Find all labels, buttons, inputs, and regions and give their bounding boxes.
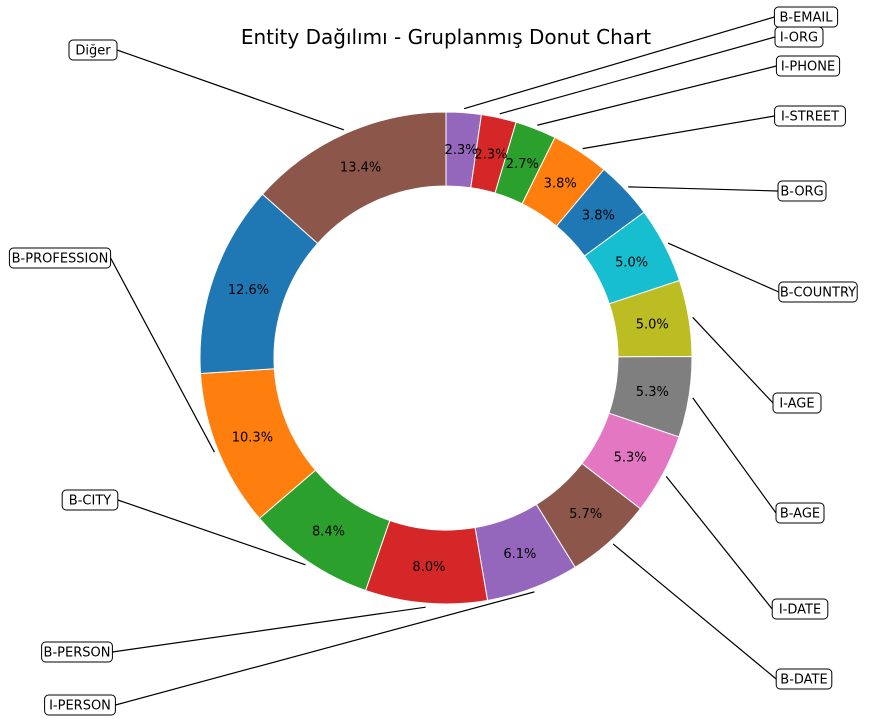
callout-box-4 — [774, 105, 846, 127]
slice-pct-label-10: 5.7% — [569, 507, 602, 522]
callout-8: B-AGE — [775, 502, 825, 524]
leader-line-14 — [110, 257, 215, 453]
callout-label-15: Diğer — [75, 44, 111, 59]
callout-label-3: I-PHONE — [781, 60, 835, 75]
callout-box-7 — [772, 392, 822, 414]
chart-title: Entity Dağılımı - Gruplanmış Donut Chart — [241, 25, 651, 49]
callout-12: B-PERSON — [41, 641, 113, 663]
callout-label-10: B-DATE — [780, 673, 827, 688]
callout-box-13 — [61, 489, 119, 511]
slice-pct-label-5: 3.8% — [582, 208, 615, 223]
callout-box-6 — [778, 281, 858, 303]
callout-box-12 — [41, 641, 113, 663]
leader-line-13 — [117, 499, 306, 566]
slice-callouts: B-EMAIL I-ORG I-PHONE I-STREET B-ORG B-COUNTR… — [8, 6, 858, 716]
callout-label-7: I-AGE — [779, 397, 814, 412]
leader-line-1 — [463, 16, 775, 110]
callout-label-6: B-COUNTRY — [780, 286, 856, 301]
slice-pct-label-2: 2.3% — [474, 147, 507, 162]
leader-line-6 — [667, 242, 780, 293]
leader-line-10 — [612, 543, 777, 680]
callout-box-5 — [777, 180, 827, 202]
callout-13: B-CITY — [61, 489, 119, 511]
callout-6: B-COUNTRY — [778, 281, 858, 303]
leader-line-3 — [537, 65, 777, 126]
slice-pct-label-3: 2.7% — [506, 157, 539, 172]
donut-slices — [199, 111, 693, 605]
slice-pct-label-6: 5.0% — [615, 255, 648, 270]
leader-line-4 — [582, 115, 775, 150]
callout-7: I-AGE — [772, 392, 822, 414]
slice-pct-label-13: 8.4% — [312, 524, 345, 539]
callout-box-3 — [775, 55, 841, 77]
slice-pct-label-14: 10.3% — [232, 430, 273, 445]
leader-line-7 — [692, 316, 774, 404]
callout-4: I-STREET — [774, 105, 846, 127]
callout-label-1: B-EMAIL — [779, 11, 833, 26]
callout-label-14: B-PROFESSION — [12, 252, 109, 267]
callout-box-15 — [68, 39, 118, 61]
slice-pct-label-1: 2.3% — [445, 143, 478, 158]
callout-label-5: B-ORG — [780, 185, 823, 200]
slice-pct-label-12: 8.0% — [412, 560, 445, 575]
slice-pct-label-8: 5.3% — [636, 385, 669, 400]
callout-3: I-PHONE — [775, 55, 841, 77]
callout-15: Diğer — [68, 39, 118, 61]
leader-line-15 — [116, 49, 345, 131]
callout-10: B-DATE — [775, 668, 833, 690]
slice-pct-label-7: 5.0% — [636, 318, 669, 333]
percent-labels: 2.3%2.3%2.7%3.8%3.8%5.0%5.0%5.3%5.3%5.7%… — [228, 143, 669, 575]
callout-box-8 — [775, 502, 825, 524]
callout-label-9: I-DATE — [779, 603, 821, 618]
callout-label-2: I-ORG — [780, 31, 818, 46]
slice-pct-label-15: 12.6% — [228, 283, 269, 298]
callout-box-9 — [771, 598, 829, 620]
callout-9: I-DATE — [771, 598, 829, 620]
callout-box-10 — [775, 668, 833, 690]
slice-16 — [261, 111, 447, 245]
leader-line-2 — [499, 36, 776, 115]
leader-line-9 — [665, 475, 773, 610]
callout-box-2 — [774, 26, 824, 48]
callout-label-8: B-AGE — [780, 507, 820, 522]
callout-11: I-PERSON — [44, 694, 116, 716]
callout-label-11: I-PERSON — [49, 699, 111, 714]
leader-line-5 — [628, 186, 779, 192]
slice-pct-label-9: 5.3% — [614, 450, 647, 465]
callout-1: B-EMAIL — [773, 6, 839, 28]
callout-14: B-PROFESSION — [8, 247, 112, 269]
slice-pct-label-4: 3.8% — [544, 176, 577, 191]
leader-lines — [110, 16, 780, 706]
callout-box-14 — [8, 247, 112, 269]
callout-label-4: I-STREET — [781, 110, 839, 125]
leader-line-12 — [112, 606, 426, 653]
slice-pct-label-16: 13.4% — [340, 161, 381, 176]
callout-label-12: B-PERSON — [44, 646, 111, 661]
callout-label-13: B-CITY — [69, 494, 111, 509]
leader-line-8 — [692, 397, 777, 514]
callout-box-11 — [44, 694, 116, 716]
callout-5: B-ORG — [777, 180, 827, 202]
callout-2: I-ORG — [774, 26, 824, 48]
leader-line-11 — [115, 591, 535, 706]
slice-pct-label-11: 6.1% — [503, 547, 536, 562]
